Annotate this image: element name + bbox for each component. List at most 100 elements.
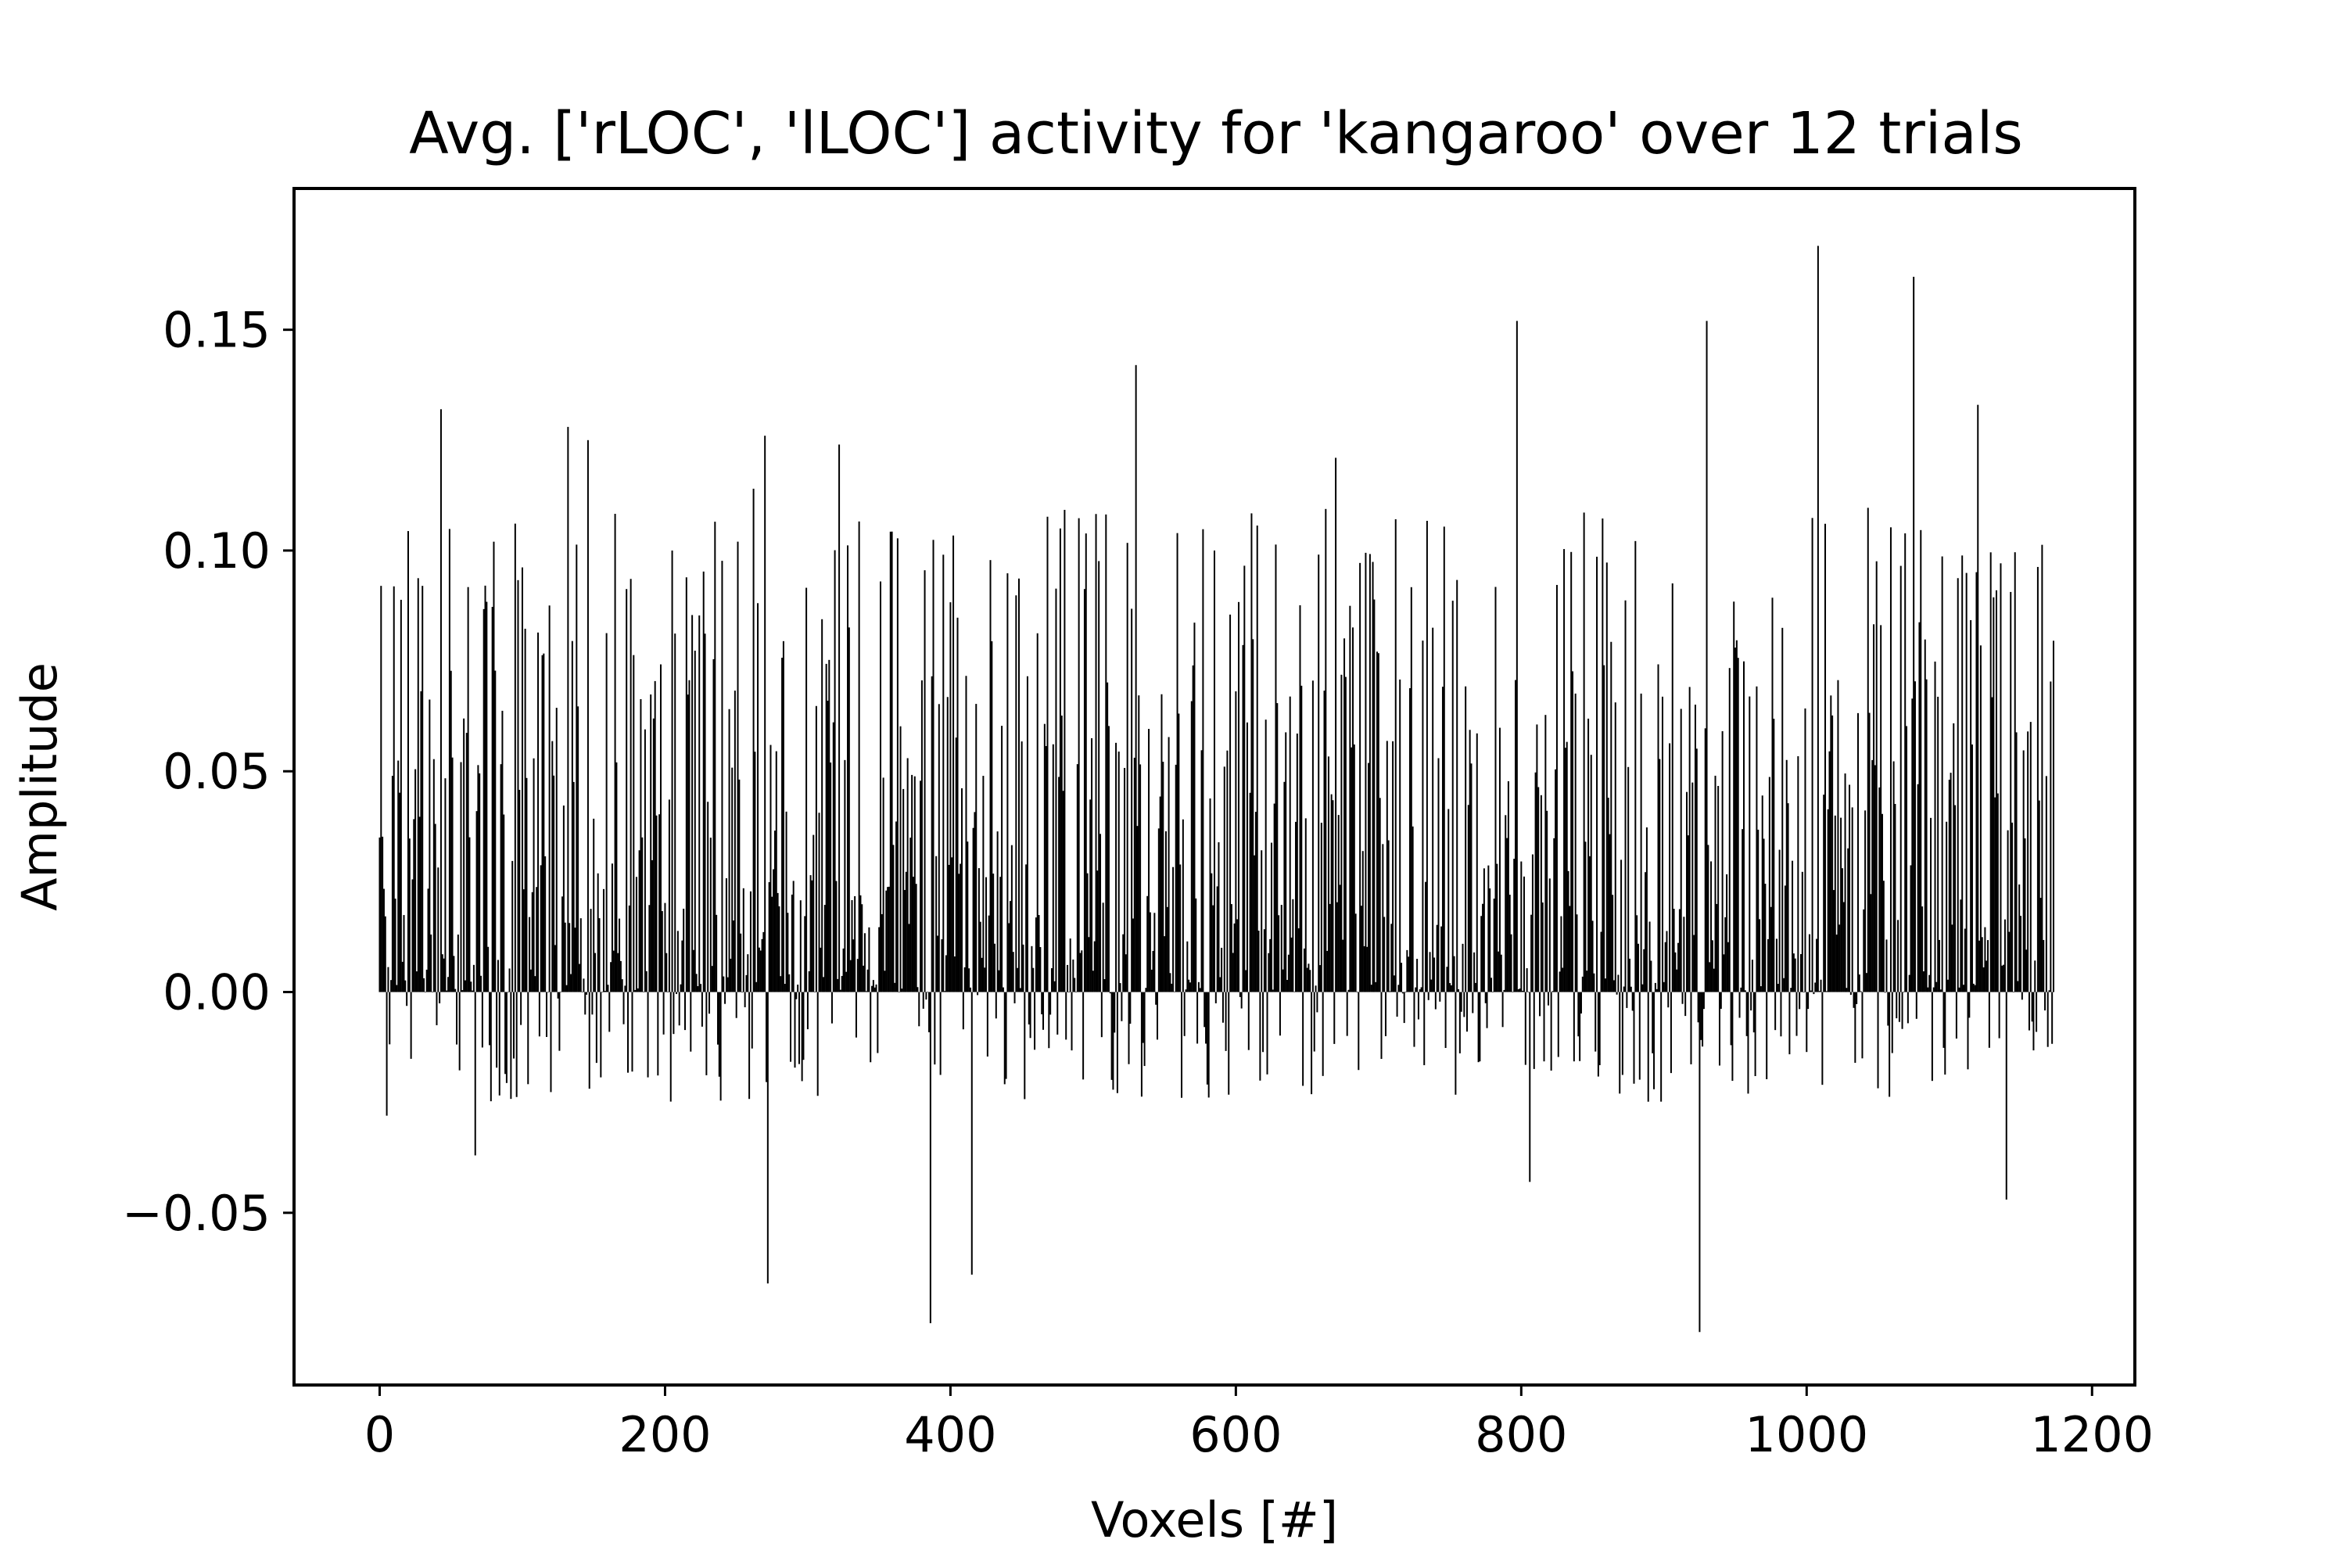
bar xyxy=(545,992,547,1037)
bar xyxy=(647,992,649,1078)
bar xyxy=(1112,992,1114,1090)
bar xyxy=(981,957,983,992)
bar xyxy=(1774,992,1777,1031)
bar xyxy=(1788,992,1791,1055)
bar xyxy=(1744,990,1746,992)
bar xyxy=(1343,638,1346,992)
bar xyxy=(1901,992,1903,1029)
bar xyxy=(1935,981,1938,992)
bar xyxy=(775,751,777,992)
bar xyxy=(1496,863,1498,992)
bar xyxy=(751,992,753,1049)
bar xyxy=(524,628,526,992)
bar xyxy=(1681,992,1684,1004)
bar xyxy=(901,989,903,992)
y-tick-label: 0.05 xyxy=(163,743,271,800)
bar xyxy=(1710,861,1713,992)
y-tick-label: 0.10 xyxy=(163,522,271,579)
bar xyxy=(769,745,772,992)
bar xyxy=(1998,992,2000,1039)
bar xyxy=(707,802,709,992)
bar xyxy=(915,884,917,992)
bar xyxy=(1766,992,1768,1079)
bar xyxy=(1221,947,1223,992)
bar xyxy=(654,680,656,992)
bar xyxy=(1261,850,1263,992)
bar xyxy=(1443,526,1445,992)
bar xyxy=(1951,924,1953,992)
bar xyxy=(1508,895,1511,992)
bar xyxy=(1058,777,1060,992)
bar xyxy=(511,860,514,992)
bar xyxy=(517,579,519,992)
bar xyxy=(1062,791,1064,992)
bar xyxy=(1010,901,1012,992)
bar xyxy=(1384,992,1386,1036)
bar xyxy=(624,985,626,992)
bar xyxy=(1813,992,1815,995)
bar xyxy=(390,980,393,992)
bar xyxy=(945,955,947,992)
bar xyxy=(569,923,571,992)
bar xyxy=(1199,988,1201,992)
bar xyxy=(1756,686,1758,992)
bar xyxy=(418,816,421,992)
bar xyxy=(773,831,776,992)
bar xyxy=(1263,929,1265,992)
bar xyxy=(501,710,504,992)
bar xyxy=(1548,992,1549,1006)
bar xyxy=(1763,838,1765,992)
bar xyxy=(594,953,597,992)
bar xyxy=(960,863,962,992)
bar xyxy=(1342,939,1344,992)
bar xyxy=(2008,931,2011,992)
bar xyxy=(805,587,808,992)
bar xyxy=(1155,992,1157,1005)
bar xyxy=(1142,992,1144,1043)
bar xyxy=(2051,992,2054,1044)
bar xyxy=(1427,992,1429,1000)
bar xyxy=(562,806,565,992)
bar xyxy=(1702,992,1704,1047)
bar xyxy=(1212,905,1214,992)
bar xyxy=(1501,992,1504,1028)
bar xyxy=(695,974,698,992)
bar xyxy=(865,991,867,992)
bar xyxy=(1230,904,1232,992)
bar xyxy=(1856,712,1859,992)
bar xyxy=(1264,719,1267,992)
bar xyxy=(657,992,659,1076)
bar xyxy=(1975,572,1978,992)
bar xyxy=(929,992,931,1323)
bar xyxy=(863,965,865,992)
bar xyxy=(738,779,741,992)
bar xyxy=(1543,992,1545,1062)
bar xyxy=(934,992,936,1065)
bar xyxy=(955,737,957,992)
bar xyxy=(1760,986,1762,992)
bar xyxy=(584,992,586,1015)
bar xyxy=(1290,937,1293,992)
bar xyxy=(2000,563,2002,992)
bar xyxy=(999,877,1002,992)
bar xyxy=(785,811,787,992)
bar xyxy=(1320,823,1322,992)
bar xyxy=(1327,756,1329,992)
bar xyxy=(1930,817,1932,992)
bar xyxy=(659,664,662,992)
bar xyxy=(665,953,668,992)
bar xyxy=(841,975,843,992)
bar xyxy=(1834,815,1836,992)
bar xyxy=(1352,627,1354,992)
bar xyxy=(1773,719,1775,992)
bar xyxy=(942,554,945,992)
bar xyxy=(1178,713,1180,992)
bar xyxy=(1984,927,1986,992)
bar xyxy=(899,726,902,992)
bar xyxy=(1659,759,1661,992)
bar xyxy=(1396,992,1398,1017)
bar xyxy=(1860,991,1862,992)
bar xyxy=(403,915,405,992)
bar xyxy=(514,523,516,992)
bar xyxy=(1880,625,1882,992)
